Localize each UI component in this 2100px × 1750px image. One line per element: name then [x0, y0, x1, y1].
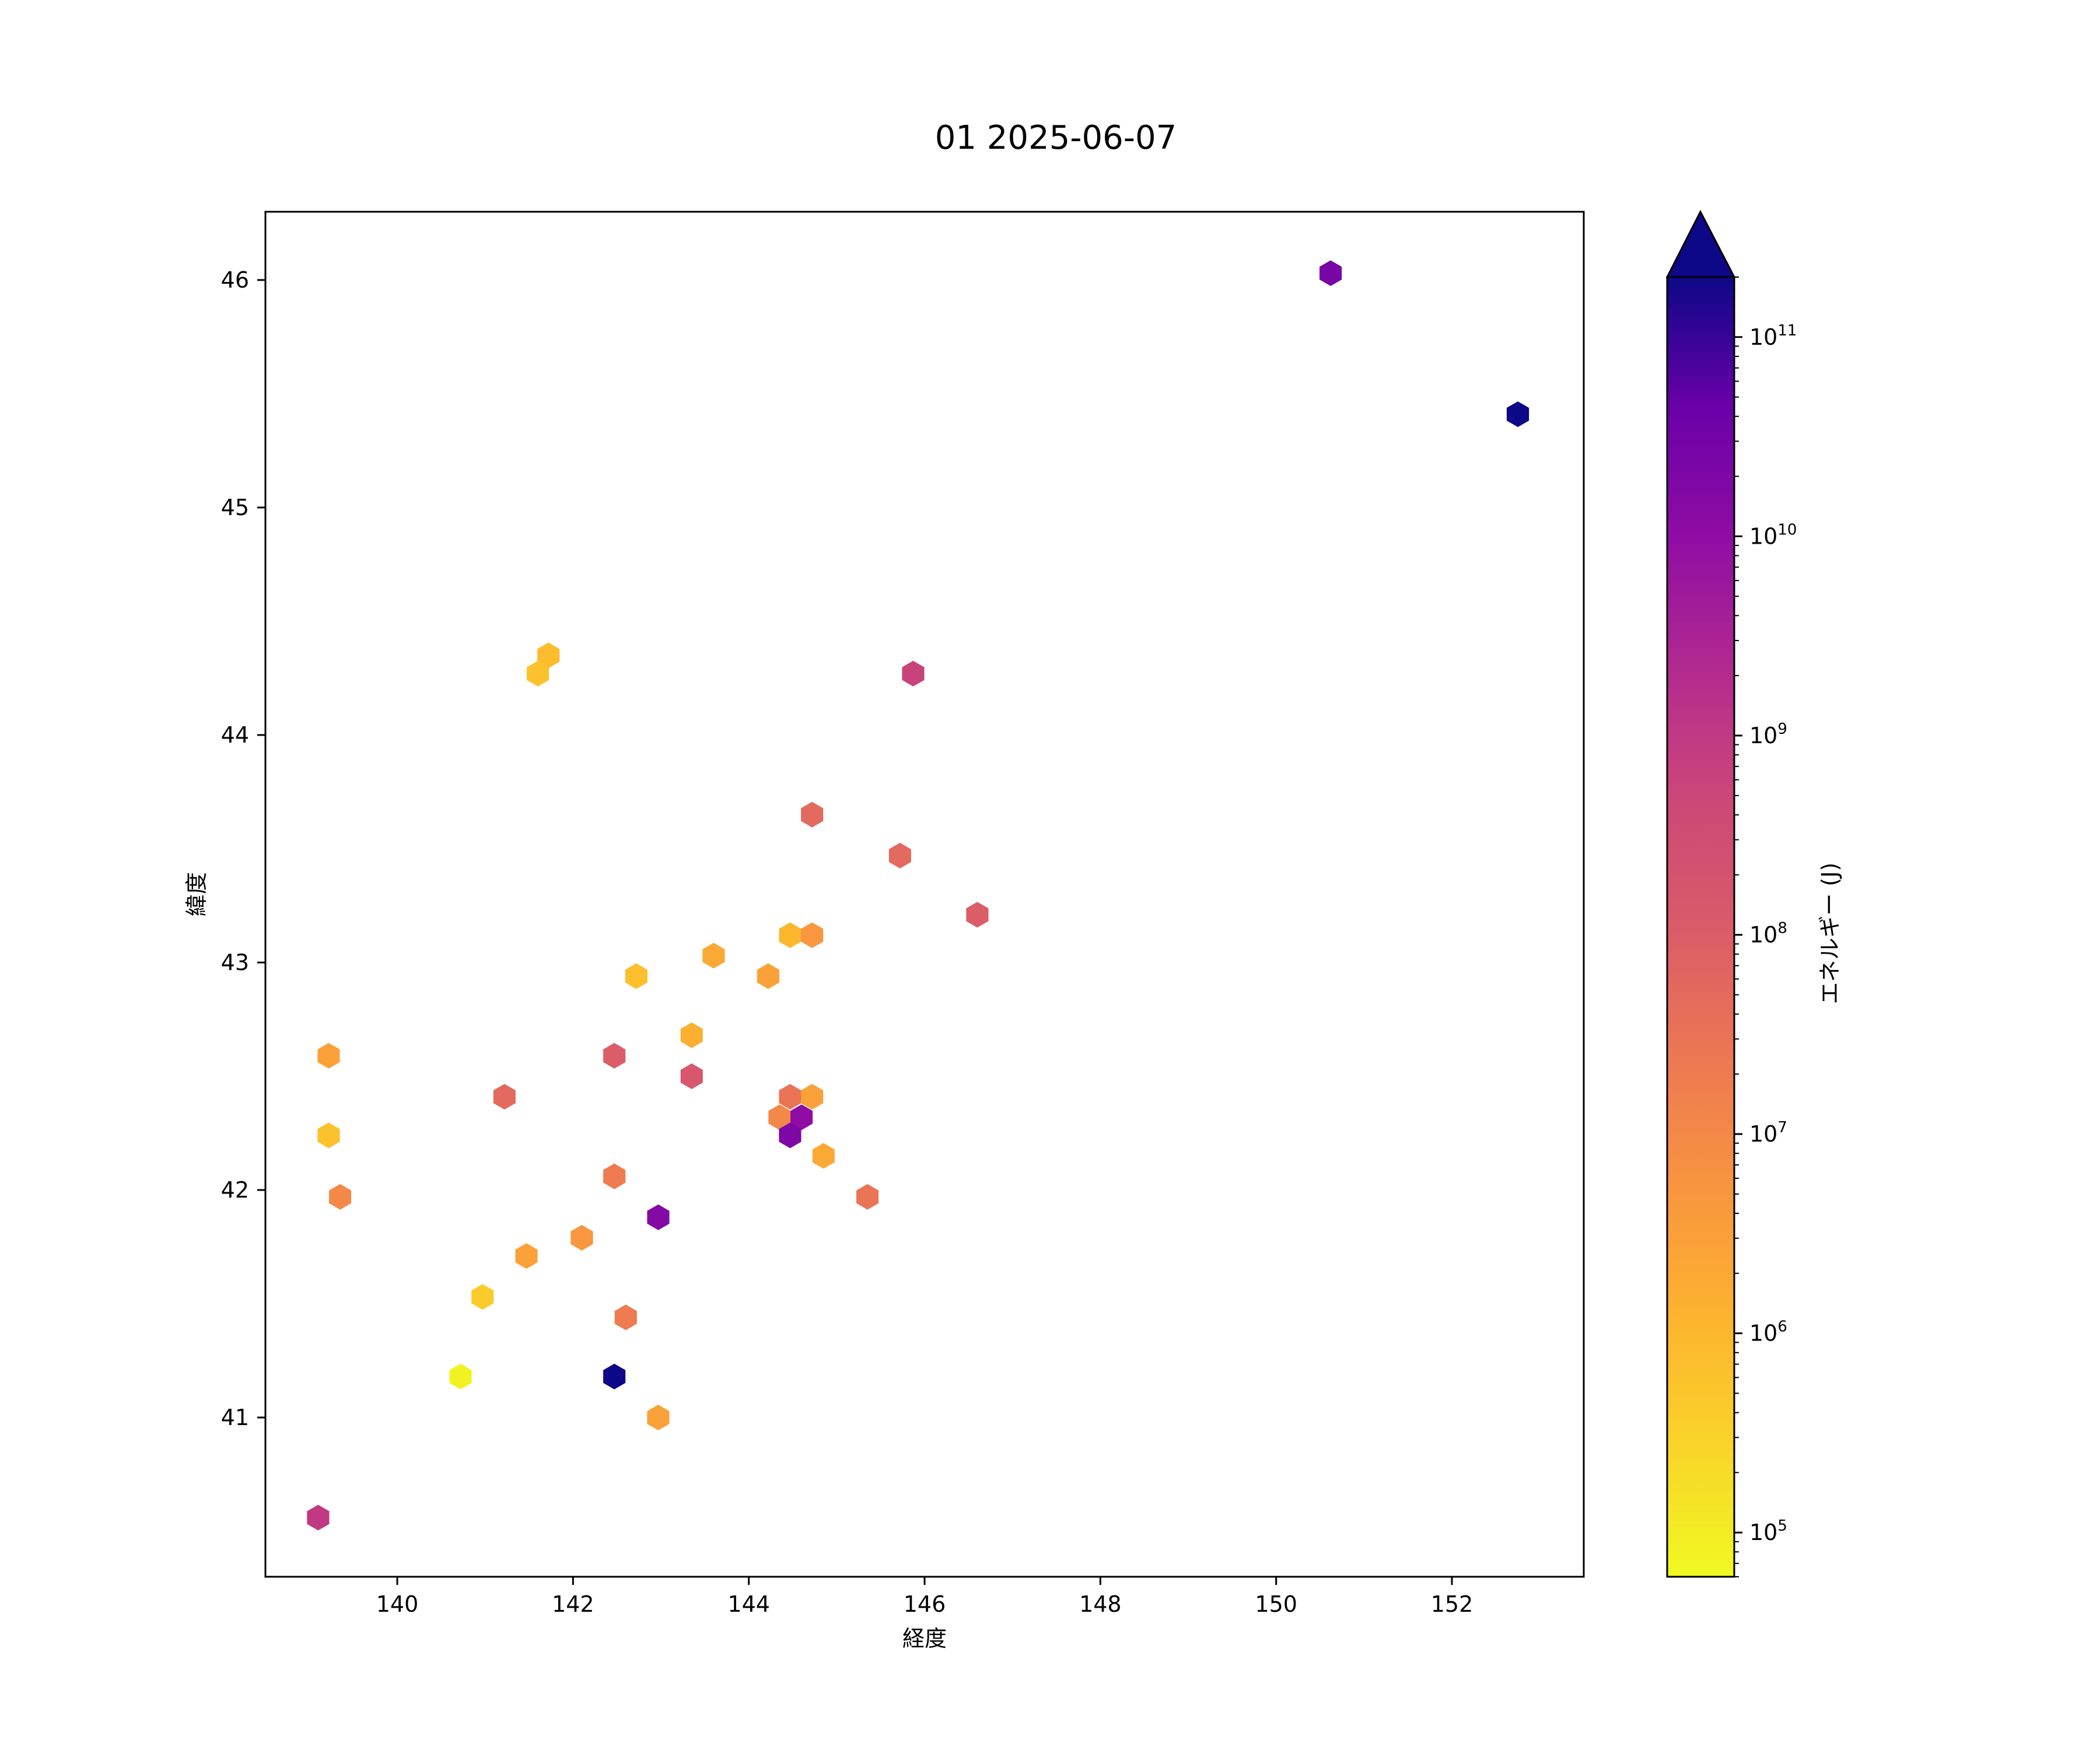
- hex-cell: [702, 943, 725, 969]
- hex-cell: [317, 1042, 340, 1069]
- hex-cell: [812, 1143, 835, 1169]
- hex-cell: [801, 802, 824, 828]
- y-axis: 41 42 43 44 45 46: [221, 267, 265, 1430]
- hex-cell: [680, 1022, 703, 1048]
- x-tick-label: 140: [376, 1591, 419, 1617]
- hex-cell: [888, 842, 911, 869]
- hex-cell: [625, 963, 648, 989]
- hex-cell: [537, 642, 560, 668]
- hex-cell: [966, 902, 989, 928]
- hex-cell: [801, 1084, 824, 1110]
- hex-cell: [493, 1084, 516, 1110]
- hexbin-cells: [307, 260, 1530, 1531]
- hex-cell: [329, 1184, 352, 1210]
- hex-cell: [603, 1163, 626, 1189]
- colorbar-tick-label: 1011: [1749, 322, 1797, 350]
- hex-cell: [647, 1405, 670, 1430]
- colorbar-tick-label: 107: [1749, 1119, 1787, 1147]
- colorbar-tick-label: 105: [1749, 1517, 1787, 1545]
- hex-cell: [757, 963, 779, 989]
- colorbar-tick-label: 109: [1749, 720, 1787, 748]
- y-tick-label: 46: [221, 267, 249, 293]
- chart-title: 01 2025-06-07: [935, 119, 1177, 157]
- x-tick-label: 148: [1079, 1591, 1122, 1617]
- y-tick-label: 43: [221, 950, 249, 975]
- hex-cell: [515, 1243, 538, 1269]
- colorbar-label: エネルギー (J): [1817, 863, 1843, 1005]
- x-tick-label: 144: [727, 1591, 770, 1617]
- hex-cell: [856, 1184, 879, 1210]
- y-tick-label: 44: [221, 722, 249, 748]
- x-axis-title: 経度: [902, 1626, 947, 1651]
- hex-cell: [902, 660, 925, 687]
- colorbar-tick-label: 106: [1749, 1318, 1787, 1346]
- hex-cell: [317, 1122, 340, 1149]
- hex-cell: [603, 1363, 626, 1390]
- hex-cell: [307, 1504, 330, 1531]
- hex-cell: [779, 1084, 802, 1110]
- colorbar-gradient: [1666, 276, 1735, 1578]
- colorbar-tick-label: 108: [1749, 920, 1787, 948]
- colorbar-tick-label: 1010: [1749, 521, 1797, 549]
- colorbar-ticks: 105 106 107 108 109 1010 1011: [1734, 276, 1797, 1577]
- x-tick-label: 152: [1431, 1591, 1474, 1617]
- hex-cell: [614, 1304, 637, 1331]
- hex-cell: [603, 1042, 626, 1069]
- hex-cell: [779, 1122, 802, 1149]
- plot-area: [265, 212, 1584, 1577]
- hex-cell: [790, 1104, 813, 1130]
- x-axis: 140 142 144 146 148 150 152: [376, 1577, 1474, 1617]
- hex-cell: [801, 922, 824, 949]
- y-tick-label: 41: [221, 1405, 249, 1430]
- y-tick-label: 42: [221, 1177, 249, 1203]
- hex-cell: [1320, 260, 1342, 286]
- hex-cell: [1506, 401, 1530, 428]
- y-axis-title: 緯度: [184, 872, 209, 916]
- x-tick-label: 150: [1255, 1591, 1297, 1617]
- hex-cell: [779, 922, 802, 949]
- colorbar: 105 106 107 108 109 1010 1011 エネルギー (J): [1665, 209, 1843, 1578]
- hex-cell: [570, 1224, 593, 1251]
- hex-cell: [449, 1363, 472, 1390]
- hex-cell: [768, 1104, 791, 1130]
- colorbar-extend-arrow: [1665, 209, 1736, 278]
- x-tick-label: 142: [552, 1591, 594, 1617]
- hex-cell: [647, 1204, 670, 1230]
- hex-cell: [527, 660, 550, 687]
- hex-cell: [680, 1063, 703, 1089]
- x-tick-label: 146: [904, 1591, 946, 1617]
- hex-cell: [471, 1284, 494, 1310]
- y-tick-label: 45: [221, 495, 249, 520]
